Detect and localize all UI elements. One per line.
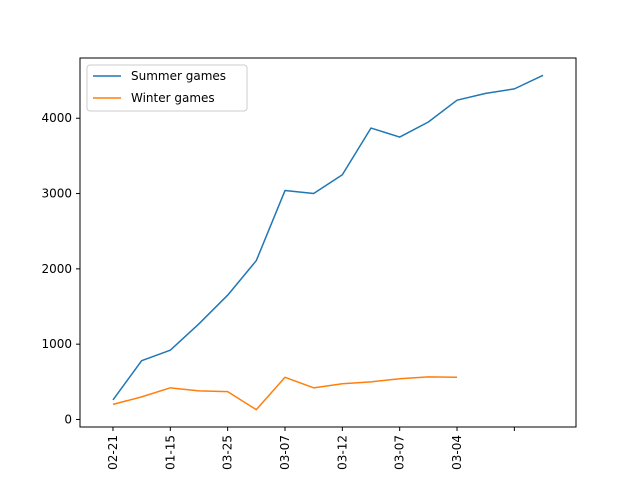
x-tick-label: 03-04	[450, 435, 464, 470]
y-tick-label: 3000	[41, 187, 72, 201]
x-tick-label: 03-25	[221, 435, 235, 470]
y-tick-label: 4000	[41, 111, 72, 125]
x-tick-label: 03-07	[278, 435, 292, 470]
legend-label-1: Summer games	[131, 69, 226, 83]
series-line-1	[112, 74, 544, 401]
y-tick-label: 0	[64, 412, 72, 426]
legend-box	[86, 64, 248, 112]
x-tick-label: 02-21	[106, 435, 120, 470]
x-tick-label: 01-15	[163, 435, 177, 470]
series-line-2	[112, 376, 458, 411]
y-tick-label: 1000	[41, 337, 72, 351]
legend-label-2: Winter games	[131, 91, 215, 105]
plot-frame	[79, 57, 577, 428]
x-tick-label: 03-07	[393, 435, 407, 470]
x-tick-label: 03-12	[335, 435, 349, 470]
y-tick-label: 2000	[41, 262, 72, 276]
